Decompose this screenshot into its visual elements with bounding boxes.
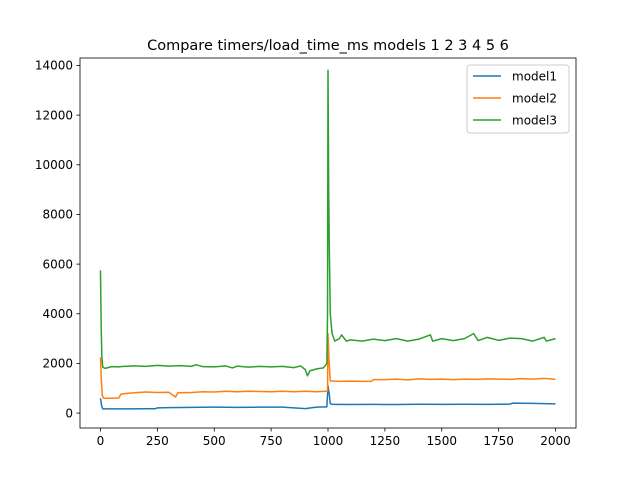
legend-label-model1: model1 [512, 69, 557, 83]
y-tick-label: 14000 [35, 59, 73, 73]
y-tick-label: 8000 [42, 208, 73, 222]
series-line-model1 [99, 385, 556, 410]
y-tick-label: 10000 [35, 158, 73, 172]
x-tick-label: 2000 [540, 434, 571, 448]
x-tick-label: 1000 [313, 434, 344, 448]
x-tick-label: 750 [260, 434, 283, 448]
y-tick-label: 2000 [42, 357, 73, 371]
x-tick-label: 500 [203, 434, 226, 448]
x-tick-label: 1750 [483, 434, 514, 448]
x-tick-label: 250 [146, 434, 169, 448]
y-tick-label: 12000 [35, 108, 73, 122]
x-tick-label: 0 [97, 434, 105, 448]
legend-box [466, 64, 570, 134]
legend-label-model2: model2 [512, 91, 557, 105]
legend: model1 model2 model3 [466, 64, 570, 134]
y-tick-label: 4000 [42, 307, 73, 321]
axes: 0 250 500 750 1000 1250 1500 1750 2000 0 2000 4000 6… [35, 57, 577, 448]
x-tick-label: 1250 [370, 434, 401, 448]
y-tick-label: 0 [65, 406, 73, 420]
x-tick-label: 1500 [426, 434, 457, 448]
legend-label-model3: model3 [512, 113, 557, 127]
series-line-model2 [99, 332, 556, 399]
chart-title: Compare timers/load_time_ms models 1 2 3… [147, 38, 509, 54]
series-line-model3 [99, 69, 556, 377]
plot-area [99, 69, 556, 410]
y-tick-label: 6000 [42, 257, 73, 271]
